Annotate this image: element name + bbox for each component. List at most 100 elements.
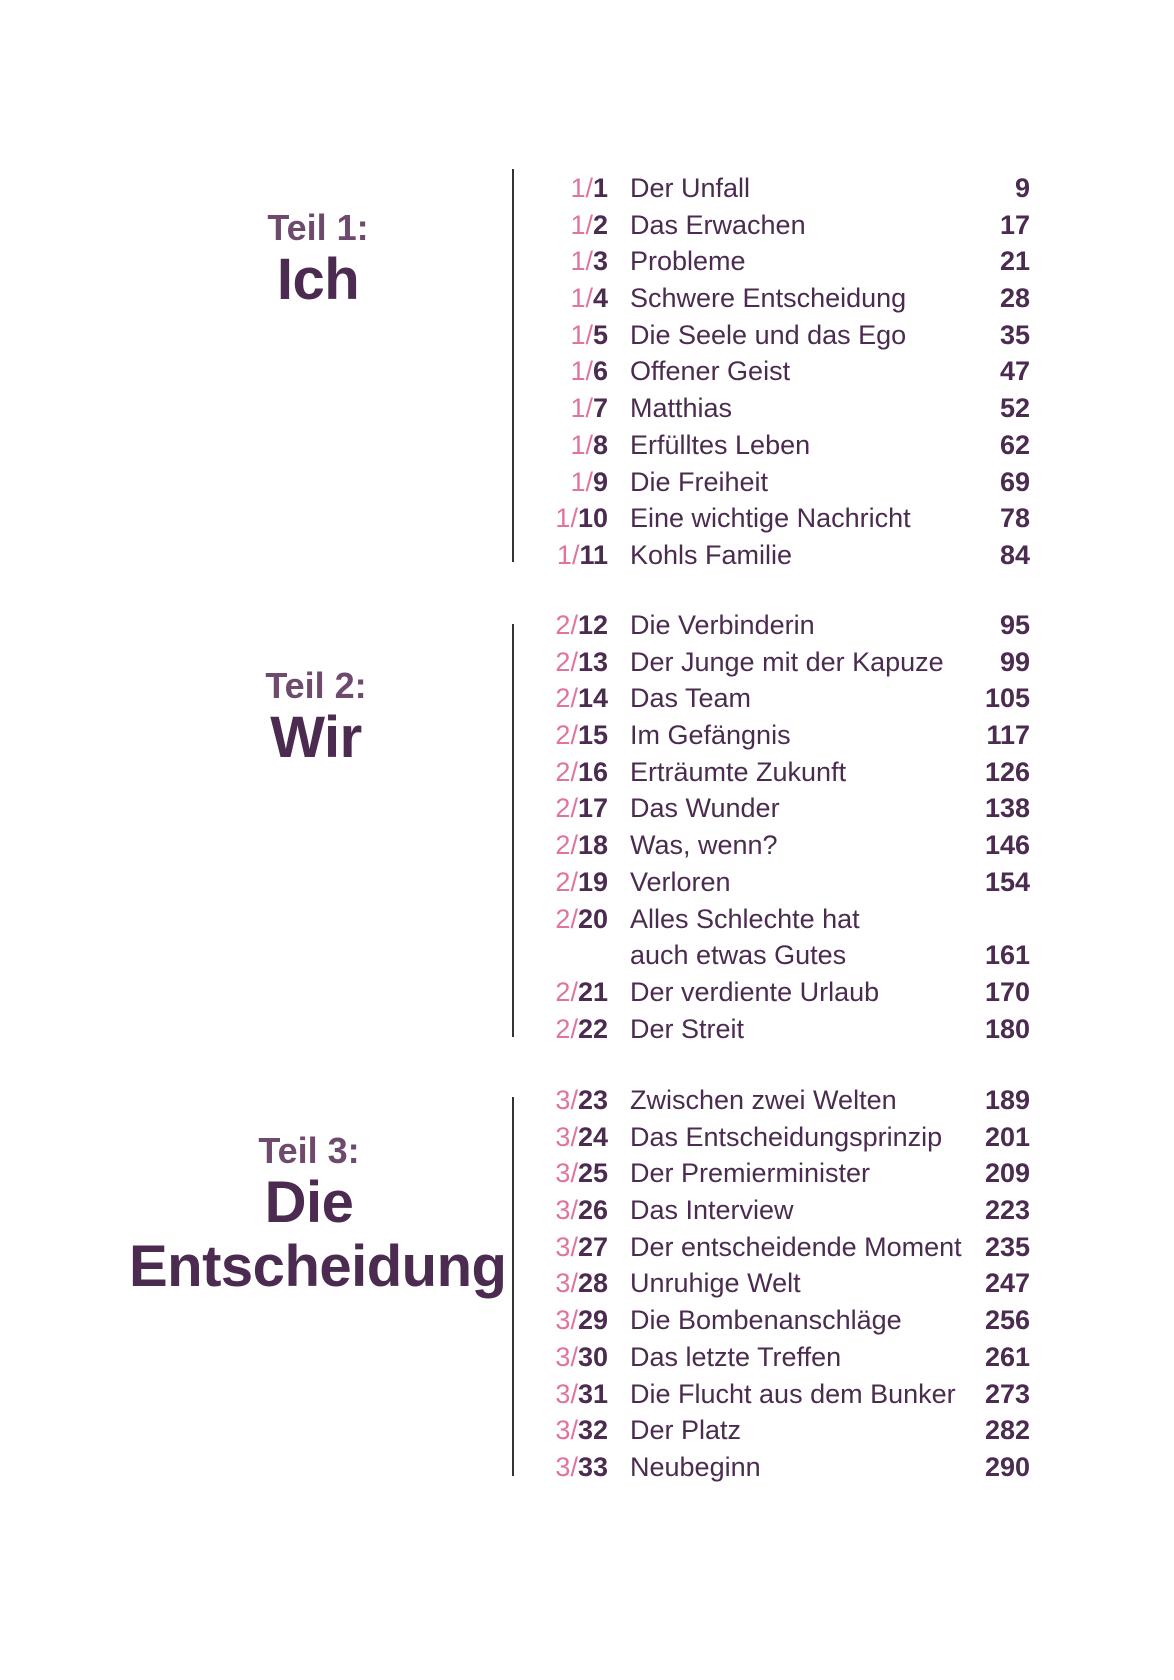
part-label: Teil 3: <box>258 1130 360 1171</box>
chapter-title: Kohls Familie <box>630 539 793 570</box>
toc-entry[interactable]: 3/27 Der entscheidende Moment 235 <box>520 1229 1030 1266</box>
toc-entry[interactable]: 1/6 Offener Geist 47 <box>520 353 1030 390</box>
toc-entry[interactable]: 2/20 Alles Schlechte hat <box>520 901 1030 938</box>
toc-entry[interactable]: 2/13 Der Junge mit der Kapuze 99 <box>520 644 1030 681</box>
toc-entry[interactable]: 1/3 Probleme 21 <box>520 243 1030 280</box>
toc-entry[interactable]: 1/9 Die Freiheit 69 <box>520 464 1030 501</box>
toc-entry[interactable]: 3/26 Das Interview 223 <box>520 1192 1030 1229</box>
part-title: Die <box>264 1170 354 1235</box>
chapter-number: 1/10 <box>555 500 608 537</box>
toc-entry[interactable]: 3/31 Die Flucht aus dem Bunker 273 <box>520 1376 1030 1413</box>
toc-entry[interactable]: 1/2 Das Erwachen 17 <box>520 207 1030 244</box>
chapter-part-prefix: 1/ <box>570 209 593 240</box>
chapter-title: Verloren <box>630 866 731 897</box>
part-1-chapter-list: 1/1 Der Unfall 9 1/2 Das Erwachen 17 1/3 Proble… <box>520 170 1030 574</box>
toc-entry[interactable]: 3/29 Die Bombenanschläge 256 <box>520 1302 1030 1339</box>
toc-entry[interactable]: 2/21 Der verdiente Urlaub 170 <box>520 974 1030 1011</box>
chapter-title: Schwere Entscheidung <box>630 283 907 314</box>
chapter-part-prefix: 3/ <box>555 1415 578 1446</box>
chapter-page: 78 <box>999 503 1030 534</box>
toc-entry[interactable]: 3/25 Der Premierminister 209 <box>520 1155 1030 1192</box>
toc-entry[interactable]: 3/23 Zwischen zwei Welten 189 <box>520 1082 1030 1119</box>
toc-entry[interactable]: 1/8 Erfülltes Leben 62 <box>520 427 1030 464</box>
toc-entry[interactable]: 3/33 Neubeginn 290 <box>520 1449 1030 1486</box>
chapter-index: 24 <box>577 1121 608 1152</box>
chapter-index: 30 <box>577 1341 608 1372</box>
chapter-index: 25 <box>577 1158 608 1189</box>
toc-entry[interactable]: 2/15 Im Gefängnis 117 <box>520 717 1030 754</box>
toc-entry[interactable]: 2/18 Was, wenn? 146 <box>520 827 1030 864</box>
part-title: Wir <box>270 705 362 770</box>
chapter-number: 3/28 <box>555 1265 608 1302</box>
part-title: Entscheidung <box>129 1234 507 1299</box>
chapter-index: 5 <box>592 319 608 350</box>
chapter-title: Offener Geist <box>630 356 791 387</box>
chapter-title: Die Seele und das Ego <box>630 319 907 350</box>
toc-entry[interactable]: 2/19 Verloren 154 <box>520 864 1030 901</box>
chapter-title-continued: auch etwas Gutes <box>630 940 847 971</box>
chapter-number: 2/17 <box>555 790 608 827</box>
chapter-page: 273 <box>984 1378 1030 1409</box>
toc-entry[interactable]: 2/17 Das Wunder 138 <box>520 790 1030 827</box>
chapter-part-prefix: 1/ <box>570 246 593 277</box>
chapter-number: 3/26 <box>555 1192 608 1229</box>
chapter-number: 2/15 <box>555 717 608 754</box>
toc-entry-continuation[interactable]: auch etwas Gutes 161 <box>520 937 1030 974</box>
chapter-part-prefix: 3/ <box>555 1451 578 1482</box>
chapter-index: 28 <box>577 1268 608 1299</box>
chapter-part-prefix: 2/ <box>555 683 578 714</box>
toc-entry[interactable]: 3/32 Der Platz 282 <box>520 1412 1030 1449</box>
toc-entry[interactable]: 3/24 Das Entscheidungsprinzip 201 <box>520 1119 1030 1156</box>
chapter-index: 26 <box>577 1195 608 1226</box>
chapter-page: 247 <box>984 1268 1030 1299</box>
chapter-page: 201 <box>984 1121 1030 1152</box>
chapter-number: 1/6 <box>570 353 608 390</box>
chapter-index: 31 <box>577 1378 608 1409</box>
chapter-page: 17 <box>999 209 1030 240</box>
toc-entry[interactable]: 2/22 Der Streit 180 <box>520 1011 1030 1048</box>
toc-entry[interactable]: 2/16 Erträumte Zukunft 126 <box>520 754 1030 791</box>
chapter-part-prefix: 2/ <box>555 903 578 934</box>
chapter-number: 2/22 <box>555 1011 608 1048</box>
chapter-index: 4 <box>592 283 608 314</box>
chapter-title: Der Streit <box>630 1013 745 1044</box>
chapter-index: 23 <box>577 1085 608 1115</box>
chapter-part-prefix: 2/ <box>555 793 578 824</box>
chapter-number: 2/12 <box>555 607 608 644</box>
chapter-page: 28 <box>999 283 1030 314</box>
chapter-page: 235 <box>984 1231 1030 1262</box>
chapter-number: 3/29 <box>555 1302 608 1339</box>
chapter-number: 2/14 <box>555 680 608 717</box>
chapter-number: 3/27 <box>555 1229 608 1266</box>
chapter-part-prefix: 1/ <box>570 393 593 424</box>
chapter-index: 2 <box>592 209 608 240</box>
toc-entry[interactable]: 1/1 Der Unfall 9 <box>520 170 1030 207</box>
chapter-number: 2/16 <box>555 754 608 791</box>
chapter-number: 1/8 <box>570 427 608 464</box>
chapter-part-prefix: 3/ <box>555 1085 578 1115</box>
chapter-index: 22 <box>577 1013 608 1044</box>
chapter-title: Der Junge mit der Kapuze <box>630 646 944 677</box>
chapter-index: 8 <box>592 429 608 460</box>
chapter-number: 3/32 <box>555 1412 608 1449</box>
chapter-page: 180 <box>984 1013 1030 1044</box>
toc-entry[interactable]: 1/10 Eine wichtige Nachricht 78 <box>520 500 1030 537</box>
chapter-page: 62 <box>999 429 1030 460</box>
toc-entry[interactable]: 1/7 Matthias 52 <box>520 390 1030 427</box>
part-label: Teil 1: <box>267 207 369 248</box>
chapter-title: Probleme <box>630 246 746 277</box>
toc-entry[interactable]: 3/28 Unruhige Welt 247 <box>520 1265 1030 1302</box>
chapter-page: 117 <box>986 720 1030 751</box>
toc-entry[interactable]: 1/4 Schwere Entscheidung 28 <box>520 280 1030 317</box>
chapter-page: 35 <box>999 319 1030 350</box>
toc-entry[interactable]: 1/11 Kohls Familie 84 <box>520 537 1030 574</box>
toc-entry[interactable]: 3/30 Das letzte Treffen 261 <box>520 1339 1030 1376</box>
chapter-part-prefix: 3/ <box>555 1378 578 1409</box>
toc-entry[interactable]: 2/14 Das Team 105 <box>520 680 1030 717</box>
chapter-part-prefix: 2/ <box>555 756 578 787</box>
chapter-page: 105 <box>984 683 1030 714</box>
toc-entry[interactable]: 1/5 Die Seele und das Ego 35 <box>520 317 1030 354</box>
toc-entry[interactable]: 2/12 Die Verbinderin 95 <box>520 607 1030 644</box>
chapter-index: 1 <box>592 173 608 203</box>
chapter-page: 290 <box>984 1451 1030 1482</box>
